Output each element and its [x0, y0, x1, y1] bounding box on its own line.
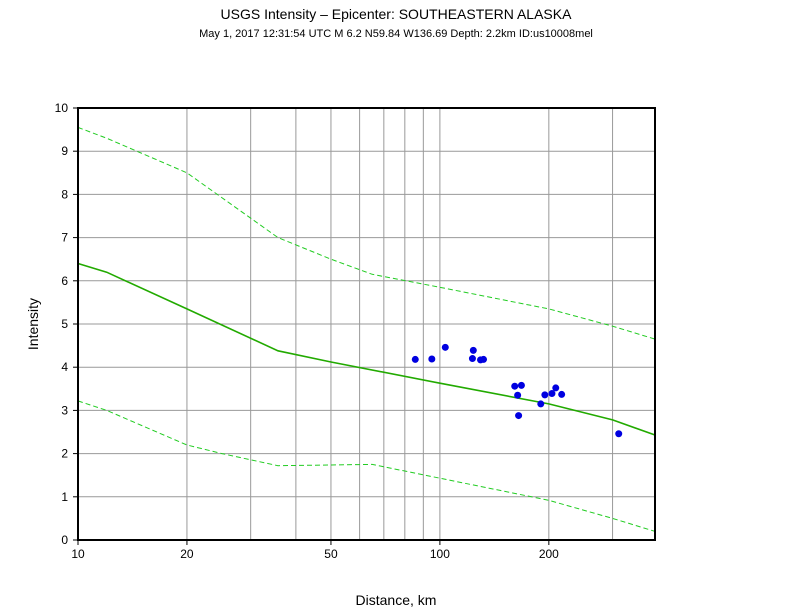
grid-lines — [77, 107, 655, 541]
data-point — [428, 355, 436, 363]
data-point — [558, 390, 566, 398]
y-tick-label: 10 — [55, 101, 69, 115]
data-point — [441, 343, 449, 351]
data-point — [469, 346, 477, 354]
data-point — [514, 391, 522, 399]
data-point — [515, 412, 523, 420]
series-line-2 — [77, 400, 656, 532]
y-tick-label: 4 — [61, 360, 68, 374]
y-axis-label: Intensity — [25, 298, 41, 350]
y-tick-label: 9 — [61, 144, 68, 158]
chart-subtitle: May 1, 2017 12:31:54 UTC M 6.2 N59.84 W1… — [199, 28, 593, 40]
y-tick-label: 5 — [61, 317, 68, 331]
data-point — [615, 430, 623, 438]
x-tick-label: 50 — [324, 547, 338, 561]
axis-ticks: 0 1 2 3 4 5 6 7 8 9 10 10 20 50 100 200 — [55, 101, 560, 561]
y-tick-label: 2 — [61, 447, 68, 461]
data-point — [480, 355, 488, 363]
y-tick-label: 0 — [61, 533, 68, 547]
y-tick-label: 3 — [61, 403, 68, 417]
data-points — [411, 343, 623, 438]
data-point — [552, 384, 560, 392]
x-tick-label: 20 — [180, 547, 194, 561]
y-tick-label: 8 — [61, 187, 68, 201]
data-point — [541, 391, 549, 399]
data-point — [511, 382, 519, 390]
data-point — [537, 400, 545, 408]
series-line-1 — [77, 126, 656, 340]
y-tick-label: 6 — [61, 274, 68, 288]
y-tick-label: 7 — [61, 231, 68, 245]
data-point — [468, 355, 476, 363]
x-tick-label: 200 — [539, 547, 559, 561]
x-axis-label: Distance, km — [356, 592, 437, 608]
series-line-0 — [77, 262, 656, 436]
data-point — [517, 381, 525, 389]
x-tick-label: 100 — [430, 547, 450, 561]
data-point — [411, 355, 419, 363]
prediction-lines — [77, 126, 656, 532]
y-tick-label: 1 — [61, 490, 68, 504]
data-point — [548, 390, 556, 398]
x-tick-label: 10 — [71, 547, 85, 561]
chart-title: USGS Intensity – Epicenter: SOUTHEASTERN… — [221, 6, 573, 22]
